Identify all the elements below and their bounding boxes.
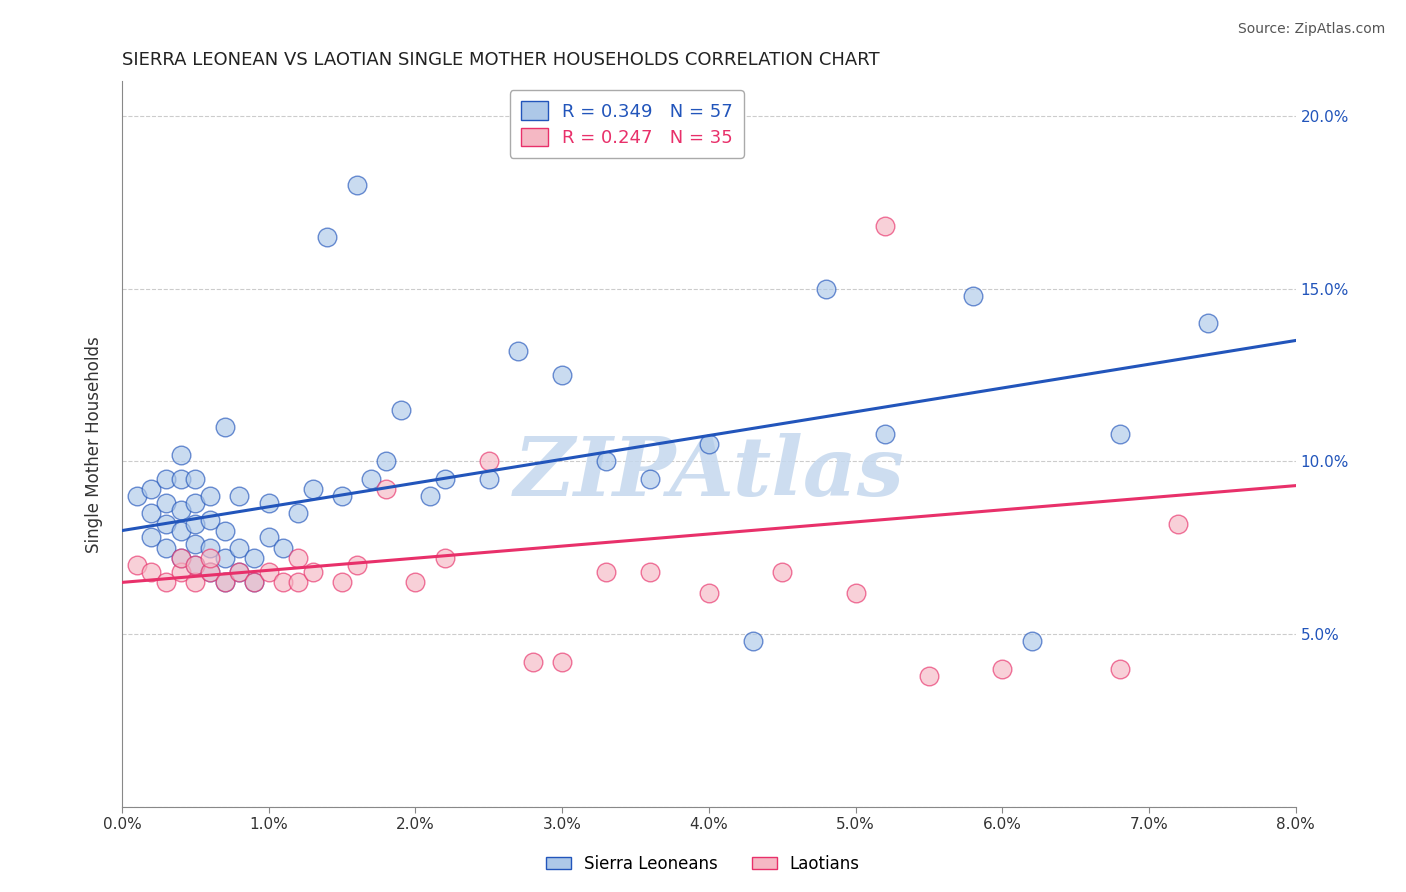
Point xyxy=(330,575,353,590)
Point xyxy=(419,489,441,503)
Point xyxy=(257,496,280,510)
Point xyxy=(198,513,221,527)
Point xyxy=(198,565,221,579)
Point xyxy=(1108,426,1130,441)
Point xyxy=(375,482,398,496)
Point xyxy=(228,541,250,555)
Point xyxy=(214,575,236,590)
Point xyxy=(198,489,221,503)
Point xyxy=(155,496,177,510)
Point xyxy=(522,655,544,669)
Point xyxy=(155,541,177,555)
Point xyxy=(214,575,236,590)
Point xyxy=(287,506,309,520)
Point xyxy=(1021,634,1043,648)
Point xyxy=(375,454,398,468)
Point xyxy=(595,565,617,579)
Point xyxy=(184,516,207,531)
Point xyxy=(228,489,250,503)
Point xyxy=(257,531,280,545)
Point xyxy=(301,565,323,579)
Point xyxy=(1197,316,1219,330)
Point xyxy=(155,516,177,531)
Point xyxy=(273,575,295,590)
Point xyxy=(1167,516,1189,531)
Point xyxy=(873,426,896,441)
Point xyxy=(741,634,763,648)
Point xyxy=(184,537,207,551)
Point xyxy=(478,472,501,486)
Point xyxy=(257,565,280,579)
Point xyxy=(346,558,368,573)
Point xyxy=(316,230,339,244)
Point xyxy=(170,448,193,462)
Point xyxy=(214,420,236,434)
Point xyxy=(184,472,207,486)
Text: ZIPAtlas: ZIPAtlas xyxy=(513,434,904,513)
Point xyxy=(141,565,163,579)
Text: SIERRA LEONEAN VS LAOTIAN SINGLE MOTHER HOUSEHOLDS CORRELATION CHART: SIERRA LEONEAN VS LAOTIAN SINGLE MOTHER … xyxy=(122,51,880,69)
Point xyxy=(551,368,574,382)
Point xyxy=(198,565,221,579)
Point xyxy=(551,655,574,669)
Point xyxy=(389,402,412,417)
Legend: Sierra Leoneans, Laotians: Sierra Leoneans, Laotians xyxy=(540,848,866,880)
Y-axis label: Single Mother Households: Single Mother Households xyxy=(86,335,103,552)
Point xyxy=(243,575,266,590)
Point xyxy=(141,506,163,520)
Point xyxy=(184,558,207,573)
Point xyxy=(243,551,266,566)
Point xyxy=(184,575,207,590)
Point xyxy=(873,219,896,234)
Point xyxy=(918,668,941,682)
Point xyxy=(170,551,193,566)
Point xyxy=(125,558,148,573)
Point xyxy=(638,472,661,486)
Point xyxy=(228,565,250,579)
Point xyxy=(330,489,353,503)
Point xyxy=(198,551,221,566)
Point xyxy=(638,565,661,579)
Legend: R = 0.349   N = 57, R = 0.247   N = 35: R = 0.349 N = 57, R = 0.247 N = 35 xyxy=(510,90,744,158)
Point xyxy=(170,565,193,579)
Point xyxy=(125,489,148,503)
Point xyxy=(962,288,984,302)
Point xyxy=(360,472,382,486)
Point xyxy=(404,575,426,590)
Point xyxy=(184,496,207,510)
Point xyxy=(214,524,236,538)
Point xyxy=(170,551,193,566)
Point xyxy=(815,282,838,296)
Point xyxy=(170,524,193,538)
Point xyxy=(170,472,193,486)
Point xyxy=(301,482,323,496)
Point xyxy=(697,586,720,600)
Point xyxy=(155,472,177,486)
Point xyxy=(141,482,163,496)
Text: Source: ZipAtlas.com: Source: ZipAtlas.com xyxy=(1237,22,1385,37)
Point xyxy=(478,454,501,468)
Point xyxy=(346,178,368,192)
Point xyxy=(595,454,617,468)
Point xyxy=(1108,662,1130,676)
Point xyxy=(287,551,309,566)
Point xyxy=(155,575,177,590)
Point xyxy=(508,343,530,358)
Point xyxy=(433,472,456,486)
Point xyxy=(141,531,163,545)
Point xyxy=(433,551,456,566)
Point xyxy=(243,575,266,590)
Point xyxy=(214,551,236,566)
Point xyxy=(287,575,309,590)
Point xyxy=(228,565,250,579)
Point xyxy=(844,586,866,600)
Point xyxy=(273,541,295,555)
Point xyxy=(170,503,193,517)
Point xyxy=(198,541,221,555)
Point xyxy=(770,565,793,579)
Point xyxy=(184,558,207,573)
Point xyxy=(991,662,1014,676)
Point xyxy=(697,437,720,451)
